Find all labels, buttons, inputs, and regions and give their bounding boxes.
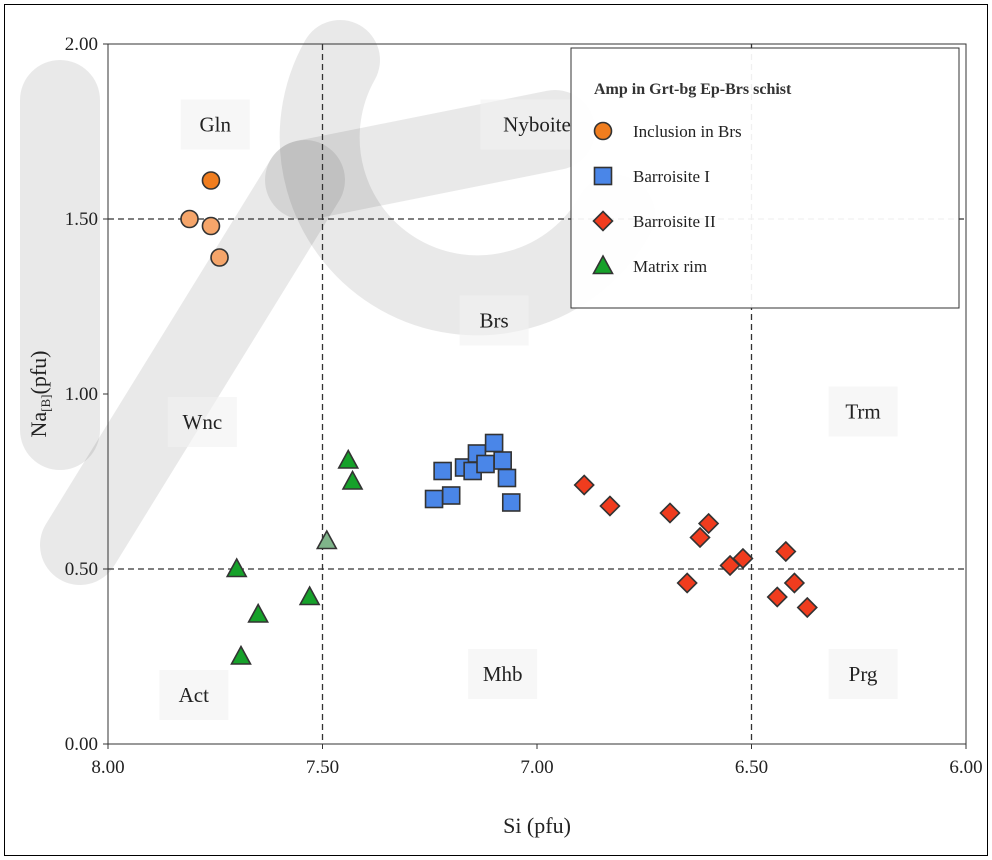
- data-point-circle: [180, 209, 199, 229]
- legend-entry-label: Barroisite I: [633, 167, 710, 186]
- field-label-mhb: Mhb: [483, 662, 523, 686]
- data-point-diamond: [775, 540, 797, 563]
- data-point-square: [441, 486, 461, 505]
- data-point-diamond: [659, 502, 681, 524]
- legend-marker-square: [593, 166, 613, 186]
- field-label-box: [459, 295, 529, 346]
- y-axis-title-main: Na: [26, 412, 51, 438]
- y-axis-title: Na[B](pfu): [26, 351, 53, 438]
- data-point-triangle: [337, 448, 360, 469]
- field-label-box: [167, 397, 237, 447]
- data-point-diamond: [783, 572, 806, 594]
- y-tick-label: 1.00: [65, 384, 98, 405]
- field-label-box: [180, 99, 250, 150]
- data-point-diamond: [796, 596, 818, 619]
- data-point-diamond: [697, 512, 720, 535]
- legend-marker-diamond: [592, 210, 614, 232]
- x-tick-label: 6.00: [949, 757, 982, 778]
- field-label-box: [159, 670, 229, 720]
- data-point-square: [424, 489, 444, 509]
- data-point-square: [501, 493, 521, 512]
- field-label-prg: Prg: [849, 662, 878, 686]
- data-point-triangle: [315, 529, 338, 550]
- field-label-gln: Gln: [200, 113, 232, 137]
- data-points: [180, 171, 818, 665]
- y-tick-label: 0.00: [65, 734, 98, 755]
- field-label-brs: Brs: [480, 309, 509, 333]
- field-label-box: [828, 649, 898, 699]
- x-tick-label: 6.50: [735, 757, 768, 778]
- data-point-circle: [210, 248, 229, 267]
- data-point-circle: [201, 216, 221, 236]
- data-point-diamond: [599, 495, 621, 517]
- x-axis-title: Si (pfu): [503, 813, 571, 838]
- axis-ticks: 8.00 7.50 7.00 6.50 6.00 0.00 0.50 1.00 1.50 2.00: [65, 34, 983, 778]
- data-point-diamond: [689, 526, 711, 549]
- legend-entry-label: Barroisite II: [633, 212, 716, 231]
- data-point-square: [484, 433, 504, 453]
- data-point-diamond: [732, 547, 754, 570]
- field-label-wnc: Wnc: [183, 410, 223, 434]
- data-point-triangle: [298, 585, 321, 606]
- legend-entry-label: Matrix rim: [633, 257, 707, 276]
- y-tick-label: 1.50: [65, 209, 98, 230]
- data-point-triangle: [341, 469, 364, 490]
- y-tick-label: 0.50: [65, 559, 98, 580]
- x-tick-label: 7.50: [306, 757, 339, 778]
- y-tick-label: 2.00: [65, 34, 98, 55]
- data-point-diamond: [766, 586, 788, 608]
- x-tick-label: 7.00: [520, 757, 553, 778]
- legend-entry-label: Inclusion in Brs: [633, 122, 742, 141]
- field-label-nyboite: Nyboite: [503, 113, 571, 137]
- data-point-square: [497, 468, 517, 488]
- legend: Amp in Grt-bg Ep-Brs schist Inclusion in …: [570, 47, 960, 309]
- field-label-act: Act: [179, 683, 209, 707]
- legend-box: [570, 47, 960, 309]
- y-axis-title-subscript: [B]: [38, 394, 53, 411]
- x-tick-label: 8.00: [91, 757, 124, 778]
- data-point-triangle: [247, 602, 269, 623]
- legend-title: Amp in Grt-bg Ep-Brs schist: [594, 81, 792, 98]
- data-point-diamond: [676, 572, 698, 594]
- y-axis-title-suffix: (pfu): [26, 351, 51, 395]
- data-point-circle: [201, 171, 221, 190]
- data-point-diamond: [573, 474, 595, 496]
- data-point-square: [433, 461, 452, 481]
- data-point-triangle: [225, 557, 248, 578]
- legend-marker-circle: [593, 121, 613, 141]
- figure-frame: [4, 4, 988, 856]
- data-point-square: [493, 451, 512, 470]
- data-point-triangle: [230, 644, 252, 665]
- legend-marker-triangle: [592, 254, 614, 275]
- field-label-box: [828, 386, 898, 437]
- field-label-box: [468, 649, 538, 699]
- field-label-trm: Trm: [845, 400, 880, 424]
- data-point-square: [476, 454, 495, 474]
